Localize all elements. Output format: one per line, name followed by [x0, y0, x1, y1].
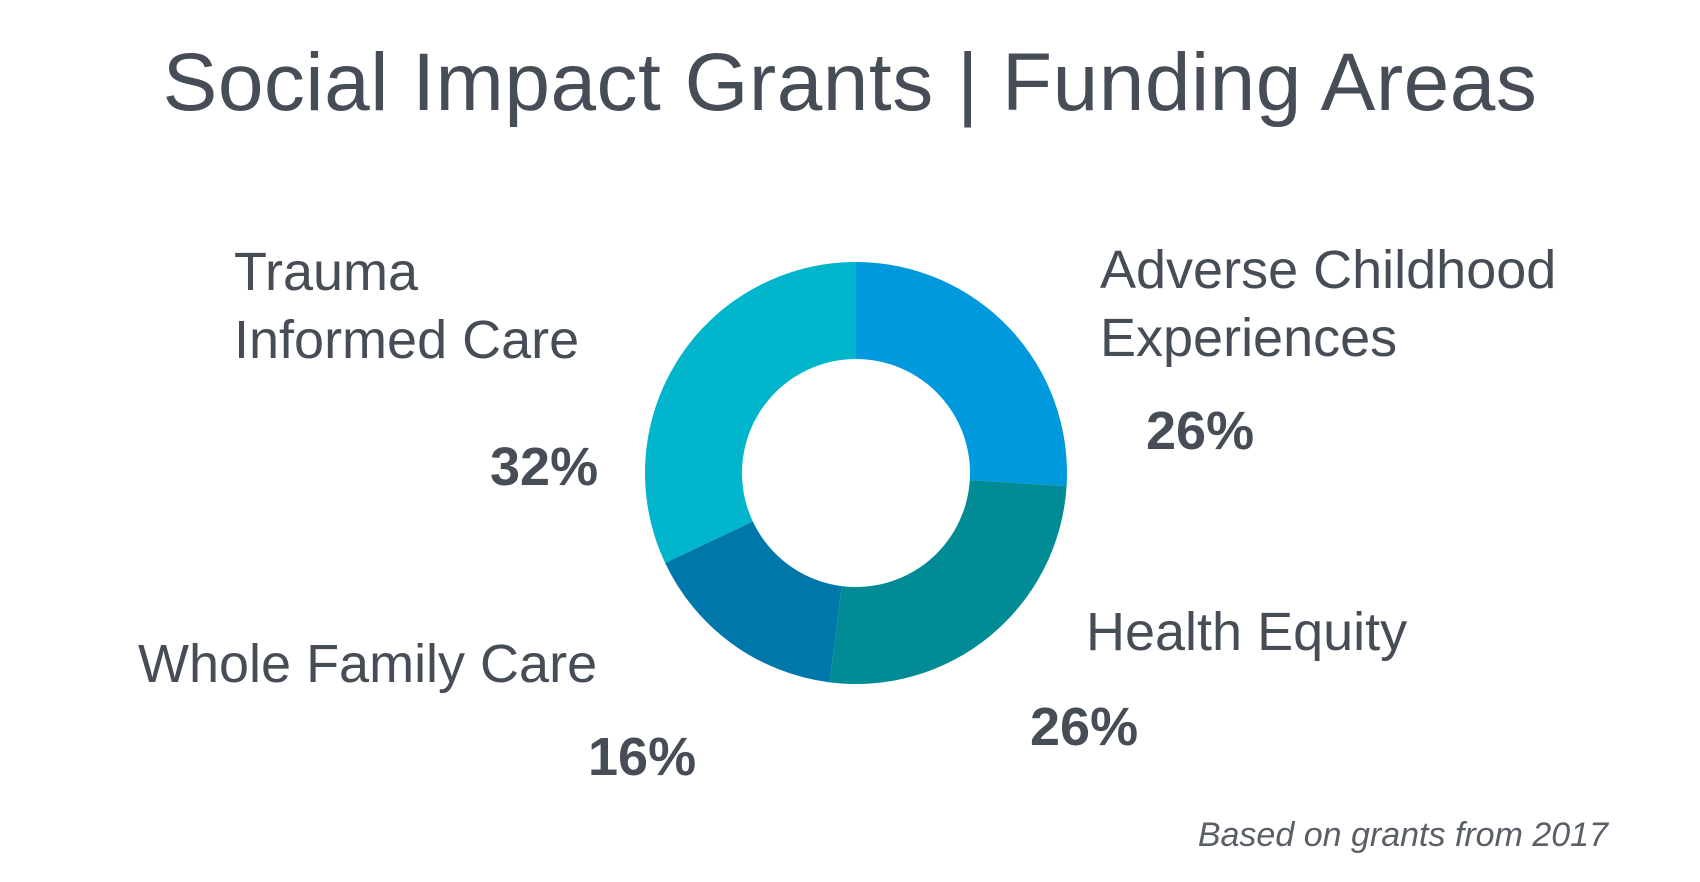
slice-label-line: Health Equity — [1086, 602, 1408, 662]
slice-value-adverse-childhood-experiences: 26% — [1146, 401, 1255, 461]
slice-value-whole-family-care: 16% — [588, 727, 697, 787]
slice-label-line: Informed Care — [234, 310, 580, 370]
donut-slice-trauma-informed-care — [645, 262, 856, 563]
slice-value-trauma-informed-care: 32% — [490, 437, 599, 497]
donut-slice-health-equity — [829, 480, 1067, 684]
slice-label-trauma-informed-care: Trauma Informed Care — [234, 238, 579, 374]
slice-label-adverse-childhood-experiences: Adverse Childhood Experiences — [1100, 236, 1556, 372]
slice-label-health-equity: Health Equity — [1086, 598, 1407, 666]
donut-slice-whole-family-care — [665, 521, 842, 683]
slice-label-line: Whole Family Care — [138, 634, 598, 694]
chart-title: Social Impact Grants | Funding Areas — [162, 37, 1538, 128]
donut-slice-adverse-childhood-experiences — [856, 262, 1067, 487]
slice-label-line: Experiences — [1100, 308, 1398, 368]
chart-footnote: Based on grants from 2017 — [1197, 816, 1608, 854]
slice-value-health-equity: 26% — [1030, 697, 1139, 757]
slice-label-whole-family-care: Whole Family Care — [138, 630, 597, 698]
slice-label-line: Trauma — [234, 242, 419, 302]
slice-label-line: Adverse Childhood — [1100, 240, 1557, 300]
